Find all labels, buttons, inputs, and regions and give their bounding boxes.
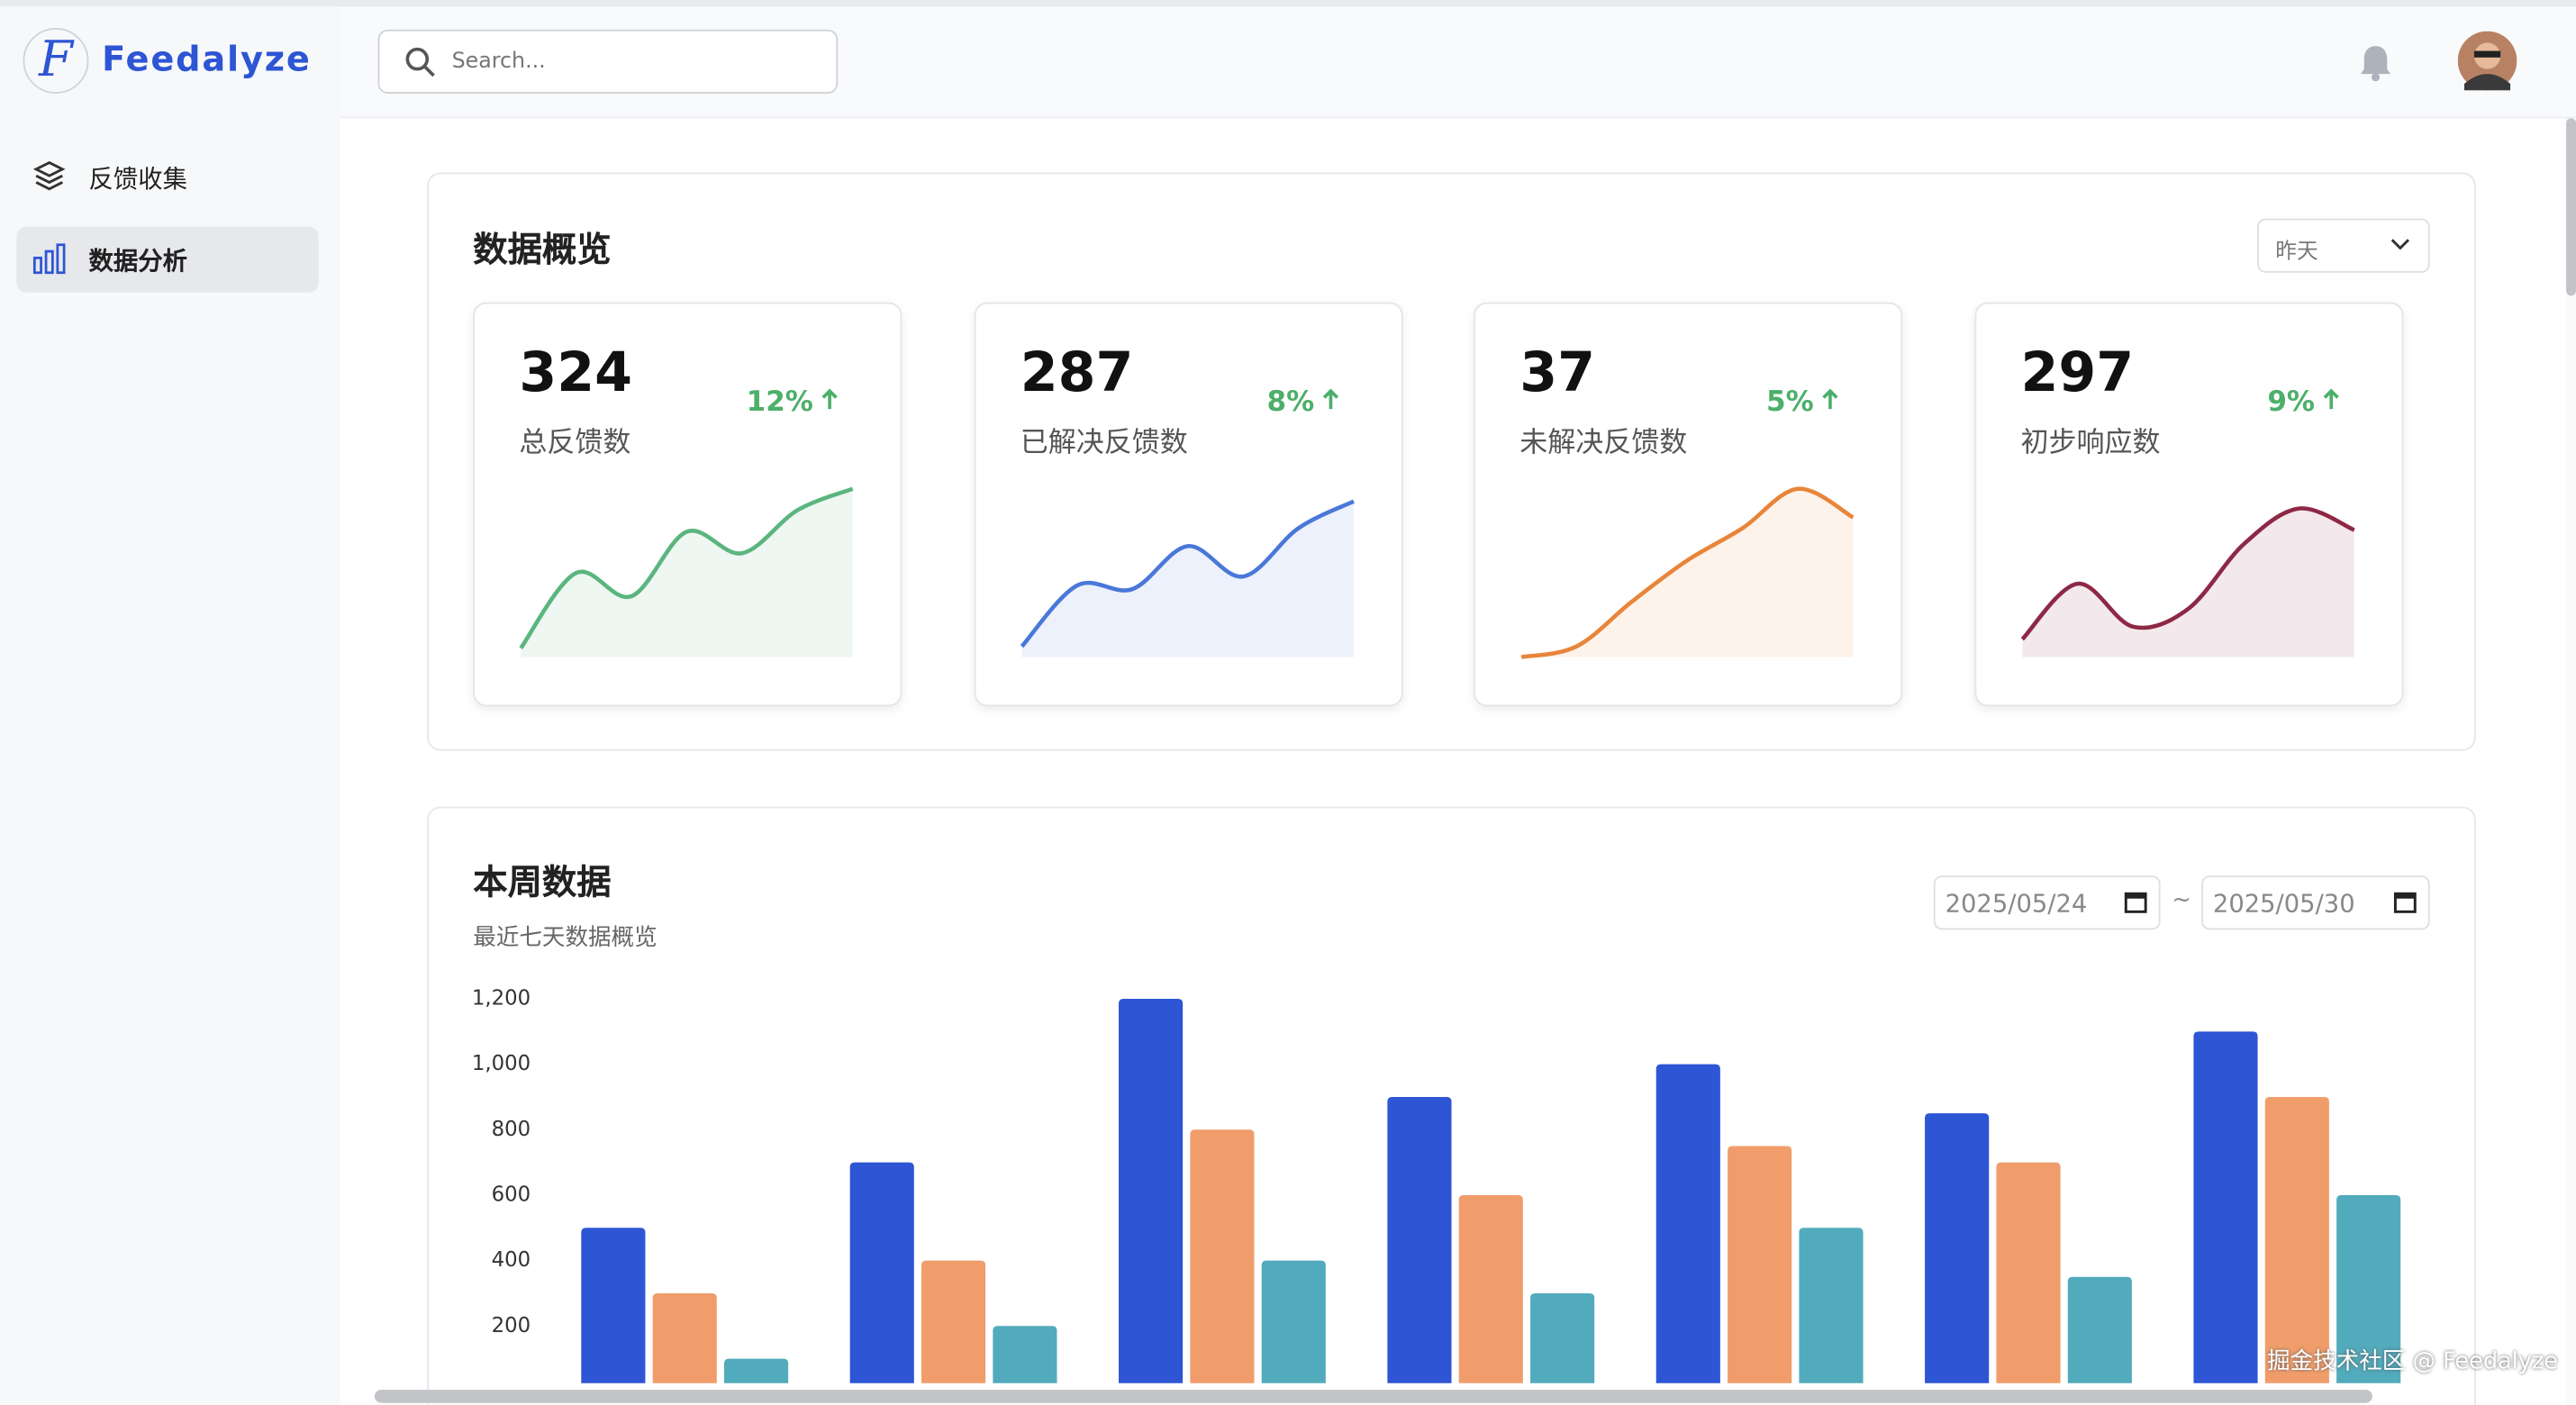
- bar: [723, 1358, 789, 1383]
- y-tick-label: 1,200: [472, 986, 531, 1010]
- arrow-shape: [1322, 388, 1339, 410]
- sparkline-line: [1020, 499, 1355, 648]
- bar: [1530, 1292, 1595, 1383]
- bar: [2336, 1194, 2401, 1383]
- bar-chart: 200 400 600 800 1,000 1,200: [472, 986, 2401, 1383]
- search-box[interactable]: Search...: [377, 29, 839, 94]
- calendar-icon: [2124, 892, 2147, 913]
- y-tick-label: 400: [492, 1248, 531, 1272]
- chevron: [2390, 239, 2410, 250]
- search-icon: [405, 47, 435, 77]
- bar: [581, 1228, 646, 1383]
- bar: [1119, 998, 1184, 1383]
- date-input[interactable]: 2025/05/24: [1933, 875, 2161, 930]
- stat-value: 287: [1020, 340, 1134, 404]
- sparkline-line: [1520, 486, 1855, 659]
- stat-change: 8%: [1267, 386, 1341, 419]
- arrow-shape: [1822, 388, 1838, 410]
- date-value: 2025/05/24: [1945, 888, 2088, 919]
- stat-change-value: 5%: [1766, 385, 1814, 420]
- top-border: [0, 0, 2576, 7]
- stat-label: 总反馈数: [519, 427, 631, 460]
- logo-circle: F: [23, 28, 89, 94]
- sparkline: [519, 486, 854, 657]
- bar: [1190, 1129, 1255, 1383]
- avatar[interactable]: [2457, 31, 2517, 91]
- bar: [1728, 1146, 1792, 1383]
- sparkline-line: [519, 486, 854, 650]
- stat-card: 324 总反馈数 12%: [473, 302, 903, 707]
- up-arrow: [1322, 388, 1339, 410]
- bar: [921, 1260, 986, 1383]
- stat-value: 37: [1519, 340, 1595, 404]
- nav-item[interactable]: 数据分析: [88, 246, 187, 276]
- stat-value: 324: [519, 340, 633, 404]
- stat-change: 12%: [747, 386, 839, 419]
- up-arrow: [1822, 388, 1838, 410]
- sparkline-area: [521, 488, 853, 657]
- date-input[interactable]: 2025/05/30: [2201, 875, 2430, 930]
- h-scrollbar[interactable]: [374, 1390, 2372, 1403]
- stat-change: 9%: [2267, 386, 2341, 419]
- bar: [2193, 1031, 2258, 1383]
- weekly-title: 本周数据: [473, 862, 612, 902]
- stat-card: 297 初步响应数 9%: [1974, 302, 2404, 707]
- sparkline: [1020, 499, 1355, 657]
- stat-change-value: 12%: [746, 385, 813, 420]
- stat-change-value: 9%: [2267, 385, 2316, 420]
- bar: [1261, 1260, 1326, 1383]
- stat-label: 未解决反馈数: [1519, 427, 1688, 460]
- up-arrow: [2323, 388, 2339, 410]
- overview-title: 数据概览: [473, 230, 612, 270]
- logo-name: Feedalyze: [102, 39, 312, 79]
- sparkline: [2020, 506, 2355, 657]
- watermark: 掘金技术社区 @ Feedalyze: [2267, 1348, 2559, 1375]
- period-select[interactable]: 昨天: [2257, 218, 2430, 273]
- bar: [1925, 1113, 1990, 1383]
- arrow-shape: [821, 388, 838, 410]
- bar: [1458, 1194, 1523, 1383]
- stat-card: 37 未解决反馈数 5%: [1474, 302, 1903, 707]
- bar: [1387, 1096, 1452, 1383]
- up-arrow: [821, 388, 838, 410]
- stat-label: 已解决反馈数: [1020, 427, 1188, 460]
- y-tick-label: 1,000: [472, 1052, 531, 1075]
- bar: [1996, 1162, 2061, 1383]
- y-tick-label: 200: [492, 1314, 531, 1337]
- sparkline-area: [1021, 501, 1354, 657]
- nav-item[interactable]: 反馈收集: [88, 164, 187, 195]
- y-tick-label: 800: [492, 1118, 531, 1141]
- nav-icon-bars: [32, 243, 66, 275]
- bar: [2264, 1096, 2329, 1383]
- stat-change-value: 8%: [1266, 385, 1315, 420]
- stat-label: 初步响应数: [2020, 427, 2161, 460]
- arrow-shape: [2323, 388, 2339, 410]
- bar: [849, 1162, 914, 1383]
- sparkline-area: [1521, 488, 1854, 657]
- sparkline: [1520, 486, 1855, 659]
- sparkline-area: [2022, 508, 2354, 657]
- bar: [1799, 1228, 1864, 1383]
- calendar-icon: [2393, 892, 2417, 913]
- stat-card: 287 已解决反馈数 8%: [974, 302, 1403, 707]
- stat-change: 5%: [1766, 386, 1840, 419]
- bar: [1655, 1064, 1720, 1383]
- bar: [993, 1326, 1057, 1383]
- nav-icon-layers: [32, 160, 66, 191]
- period-value: 昨天: [2275, 240, 2318, 265]
- date-separator: ~: [2172, 886, 2191, 914]
- date-value: 2025/05/30: [2212, 888, 2355, 919]
- sparkline-line: [2020, 506, 2355, 641]
- bar: [2067, 1276, 2132, 1383]
- sidebar: [0, 6, 340, 1405]
- stat-value: 297: [2020, 340, 2135, 404]
- bar: [652, 1292, 717, 1383]
- search-placeholder: Search...: [451, 49, 546, 75]
- v-scrollbar[interactable]: [2566, 118, 2576, 296]
- y-tick-label: 600: [492, 1183, 531, 1206]
- nav-active-bg: [16, 226, 319, 293]
- weekly-subtitle: 最近七天数据概览: [473, 924, 658, 952]
- bell-icon[interactable]: [2357, 42, 2393, 82]
